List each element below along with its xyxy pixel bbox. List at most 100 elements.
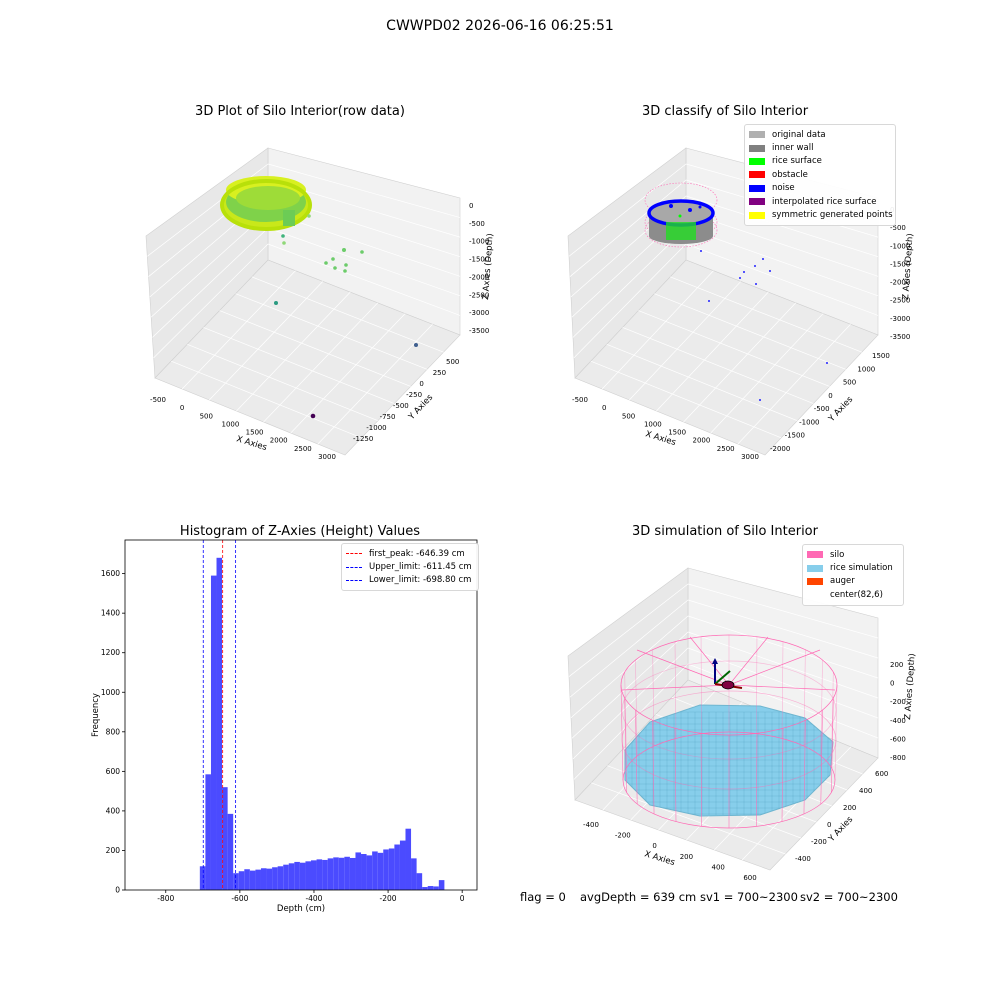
rice-simulation-mesh	[628, 711, 832, 815]
x-tick-label: -200	[615, 832, 631, 840]
histogram-bar	[288, 863, 295, 890]
x-tick-label: -400	[583, 821, 599, 829]
y-tick-label: 1400	[101, 609, 120, 618]
legend-label: rice simulation	[830, 563, 893, 574]
legend-swatch	[807, 564, 823, 572]
z-tick-label: 200	[890, 661, 903, 669]
histogram-x-ticks: -800 -600 -400 -200 0	[157, 890, 465, 903]
legend-entry: rice surface	[749, 155, 889, 168]
z-tick-label: -200	[890, 698, 906, 706]
z-tick-label: -400	[890, 717, 906, 725]
y-tick-label: 0	[115, 886, 120, 895]
y-tick-label: -400	[795, 855, 811, 863]
x-tick-label: -200	[380, 894, 397, 903]
histogram-bar	[383, 849, 389, 890]
y-tick-label: 500	[446, 358, 459, 366]
y-tick-label: -500	[814, 405, 830, 413]
classify-x-axis-label: X Axies	[644, 429, 677, 448]
y-tick-label: -500	[393, 402, 409, 410]
rice-simulation-surface	[624, 704, 834, 817]
raw-plot-title: 3D Plot of Silo Interior(row data)	[195, 104, 405, 119]
raw-y-axis-label: Y Axies	[406, 392, 435, 422]
x-tick-label: 0	[460, 894, 465, 903]
legend-entry: silo	[807, 548, 897, 561]
x-tick-label: 2500	[294, 445, 312, 453]
histogram-bar	[416, 873, 423, 890]
raw-back-pane	[267, 147, 461, 336]
legend-entry: inner wall	[749, 141, 889, 154]
z-tick-label: -2000	[469, 273, 489, 281]
z-tick-label: -3500	[469, 327, 489, 335]
legend-entry: rice simulation	[807, 561, 897, 574]
x-tick-label: -400	[305, 894, 322, 903]
legend-swatch	[346, 566, 362, 568]
z-tick-label: 0	[890, 680, 894, 688]
histogram-bars	[199, 557, 445, 890]
y-tick-label: -750	[380, 413, 396, 421]
legend-swatch	[807, 591, 823, 598]
y-tick-label: 200	[843, 804, 856, 812]
histogram-bar	[272, 867, 278, 890]
x-tick-label: 1500	[246, 429, 264, 437]
x-tick-label: 3000	[318, 453, 336, 461]
histogram-y-ticks: 0 200 400 600 800 1000 1200 1400 1600	[101, 569, 125, 895]
legend-swatch	[749, 171, 765, 179]
classify-z-axis-label: Z Axies (Depth)	[901, 233, 916, 300]
legend-swatch	[749, 131, 765, 139]
classify-plot-title: 3D classify of Silo Interior	[641, 104, 809, 119]
y-tick-label: 400	[859, 787, 872, 795]
histogram-bar	[338, 857, 345, 890]
histogram-bar	[299, 862, 306, 890]
legend-entry: obstacle	[749, 168, 889, 181]
histogram-bar	[283, 864, 289, 890]
legend-label: rice surface	[772, 156, 822, 167]
legend-swatch	[749, 198, 765, 206]
z-tick-label: -1000	[890, 242, 910, 250]
simulation-y-axis-label: Y Axies	[826, 814, 855, 844]
histogram-bar	[216, 557, 223, 890]
z-tick-label: 0	[469, 202, 473, 210]
y-tick-label: 1000	[101, 688, 120, 697]
x-tick-label: 3000	[741, 453, 759, 461]
classify-x-tick-labels: -500 0 500 1000 1500 2000 2500 3000	[572, 396, 759, 461]
classify-floor-pane	[574, 259, 879, 456]
simulation-grid	[568, 583, 879, 861]
histogram-bar	[411, 858, 417, 890]
histogram-bar	[227, 813, 234, 890]
histogram-axes-frame	[124, 539, 478, 891]
x-tick-label: 2000	[270, 437, 288, 445]
x-tick-label: 0	[652, 842, 656, 850]
legend-entry: Lower_limit: -698.80 cm	[346, 574, 472, 587]
simulation-x-tick-labels: -400 -200 0 200 400 600	[583, 821, 757, 882]
legend-swatch	[749, 211, 765, 219]
histogram-bar	[316, 859, 323, 890]
raw-outlier-points	[274, 214, 418, 419]
status-sv1: sv1 = 700~2300	[700, 890, 798, 904]
y-tick-label: 0	[827, 821, 831, 829]
histogram-reference-lines	[202, 540, 237, 890]
legend-swatch	[807, 551, 823, 559]
histogram-bar	[238, 871, 245, 890]
raw-silo-cloud	[220, 176, 312, 231]
y-tick-label: -1500	[785, 432, 805, 440]
histogram-bar	[344, 856, 350, 890]
y-tick-label: -200	[811, 838, 827, 846]
raw-z-axis-label: Z Axies (Depth)	[481, 233, 496, 300]
silo-wireframe	[620, 634, 838, 829]
histogram-bar	[349, 857, 356, 890]
legend-label: obstacle	[772, 169, 808, 180]
histogram-title: Histogram of Z-Axies (Height) Values	[179, 524, 421, 539]
z-tick-label: -1000	[469, 238, 489, 246]
z-tick-label: -2500	[890, 297, 910, 305]
simulation-y-tick-labels: 600 400 200 0 -200 -400	[795, 770, 888, 863]
status-sv2: sv2 = 700~2300	[800, 890, 898, 904]
y-tick-label: -250	[406, 391, 422, 399]
histogram-bar	[377, 852, 384, 890]
histogram-bar	[210, 575, 217, 890]
z-tick-label: -3000	[890, 315, 910, 323]
x-tick-label: 600	[743, 874, 756, 882]
y-tick-label: 1000	[857, 365, 875, 373]
y-tick-label: -1250	[353, 435, 373, 443]
